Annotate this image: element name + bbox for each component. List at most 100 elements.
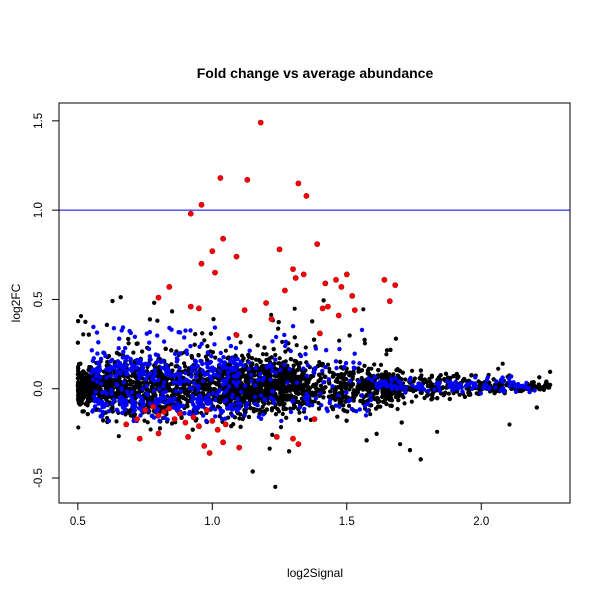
highlight-point-blue [239, 389, 244, 395]
highlight-point-blue [389, 378, 394, 384]
highlight-point-blue [183, 328, 188, 333]
data-point [199, 382, 205, 387]
data-point [336, 372, 341, 378]
data-point [128, 379, 133, 384]
data-point [292, 404, 298, 409]
highlight-point-blue [123, 345, 128, 351]
data-point [116, 434, 121, 439]
data-point [381, 399, 386, 404]
data-point [361, 385, 366, 391]
highlight-point-blue [95, 351, 100, 356]
highlight-point-blue [92, 404, 98, 409]
data-point [337, 398, 342, 403]
data-point [354, 392, 359, 397]
data-point [212, 386, 217, 392]
data-point [144, 396, 149, 401]
highlight-point-blue [113, 363, 118, 368]
data-point [260, 404, 265, 409]
data-point [86, 332, 91, 337]
data-point [283, 349, 288, 354]
data-point [200, 331, 205, 336]
data-point [548, 382, 553, 387]
data-point [276, 399, 281, 404]
highlight-point-blue [178, 389, 183, 394]
highlight-point-blue [301, 366, 306, 371]
data-point [351, 388, 356, 393]
data-point [120, 390, 125, 395]
data-point [257, 368, 262, 373]
highlight-point-blue [121, 380, 127, 385]
highlight-point-blue [225, 406, 230, 411]
highlight-point-blue [245, 401, 250, 406]
data-point [343, 384, 349, 389]
highlight-point-blue [111, 397, 117, 402]
highlight-point-blue [246, 366, 252, 372]
data-point [104, 396, 109, 401]
highlight-point-blue [163, 389, 168, 394]
data-point [282, 393, 287, 398]
data-point [241, 356, 246, 361]
highlight-point-blue [288, 348, 293, 354]
data-point [295, 389, 300, 395]
data-point [362, 341, 367, 346]
highlight-point-blue [500, 375, 505, 380]
data-point [250, 389, 255, 394]
data-point [89, 385, 94, 390]
data-point [264, 407, 269, 412]
data-point [364, 393, 369, 398]
data-point [236, 386, 241, 392]
highlight-point-blue [215, 392, 220, 397]
highlight-point-blue [152, 367, 157, 372]
data-point [128, 382, 133, 387]
data-point [192, 342, 197, 347]
data-point [223, 348, 228, 353]
highlight-point-blue [155, 353, 161, 358]
data-point [264, 352, 269, 357]
data-point [275, 381, 280, 387]
data-point [360, 398, 365, 403]
data-point [170, 368, 175, 373]
data-point [163, 346, 168, 351]
highlight-point-blue [357, 361, 362, 366]
data-point [126, 341, 131, 346]
data-point [208, 331, 213, 336]
data-point [81, 332, 86, 337]
highlight-point-blue [453, 379, 458, 384]
highlight-point-blue [302, 406, 307, 412]
data-point [264, 357, 269, 363]
data-point [248, 334, 253, 339]
data-point [388, 347, 393, 352]
highlight-point-blue [242, 383, 248, 388]
data-point [264, 392, 269, 397]
data-point [429, 373, 434, 378]
data-point [403, 377, 408, 382]
highlight-point-blue [321, 380, 326, 385]
highlight-point-blue [106, 418, 112, 424]
highlight-point-blue [410, 383, 415, 388]
data-point [178, 394, 184, 399]
data-point [296, 364, 302, 369]
data-point [541, 384, 546, 390]
highlight-point-blue [164, 362, 169, 368]
data-point [398, 442, 403, 447]
highlight-point-blue [121, 349, 126, 355]
highlight-point-blue [252, 401, 258, 407]
data-point [317, 372, 322, 377]
data-point [78, 387, 83, 393]
highlight-point-blue [194, 383, 200, 389]
data-point [201, 391, 206, 396]
data-point [79, 374, 84, 379]
highlight-point-blue [393, 376, 398, 381]
highlight-point-blue [104, 391, 109, 396]
highlight-point-blue [234, 406, 239, 411]
highlight-point-blue [149, 413, 154, 419]
data-point [308, 375, 313, 380]
data-point [244, 390, 249, 396]
data-point [375, 404, 381, 409]
data-point [320, 361, 325, 367]
data-point [359, 368, 365, 373]
data-point [321, 395, 326, 400]
data-point [401, 395, 406, 400]
data-point [385, 395, 390, 400]
data-point [318, 383, 323, 388]
